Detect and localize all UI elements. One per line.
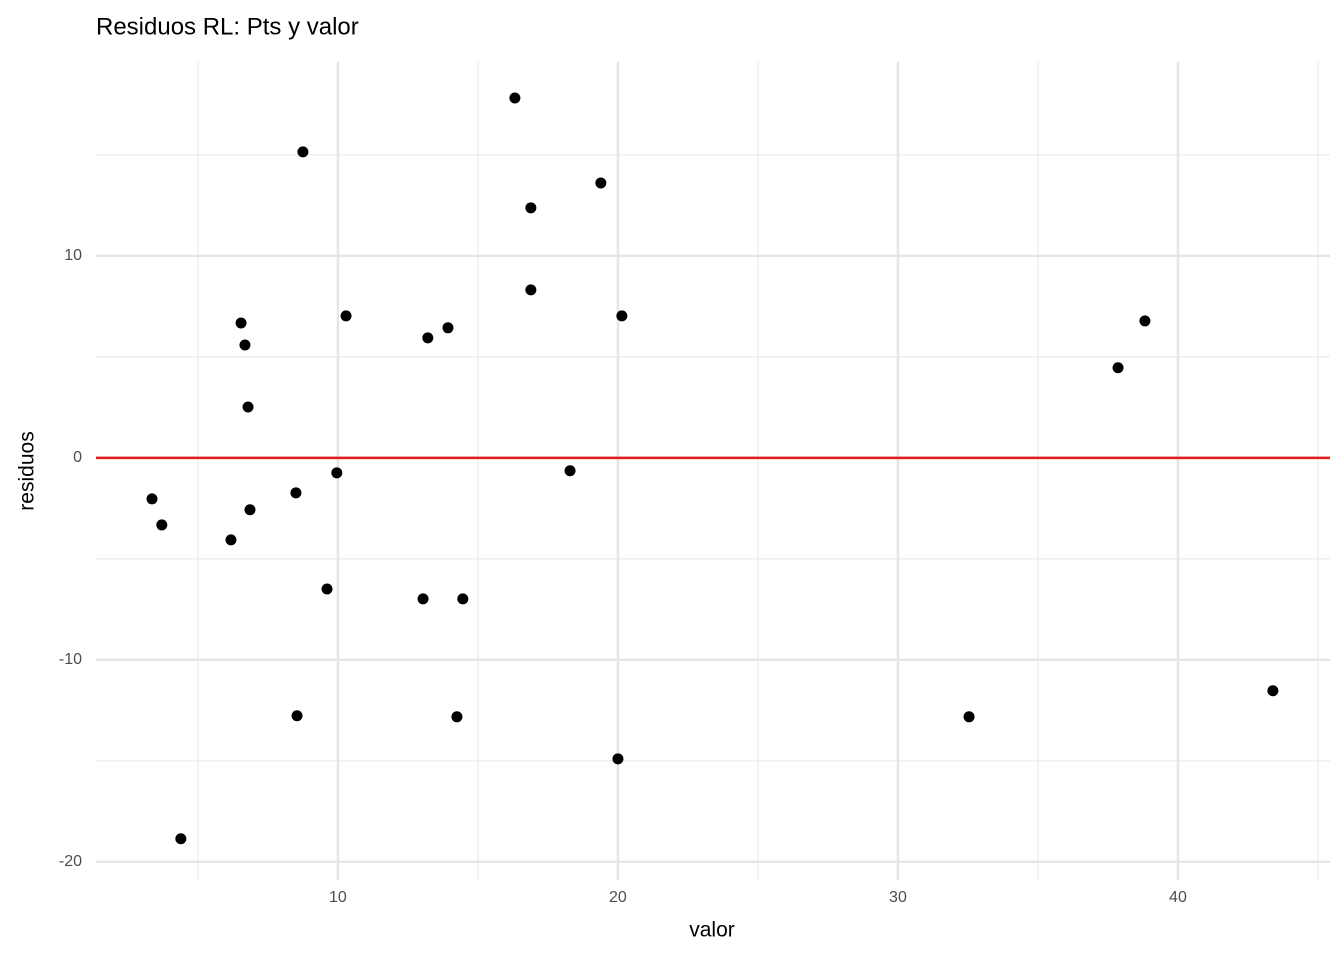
point bbox=[156, 519, 168, 531]
point bbox=[297, 146, 309, 158]
point bbox=[1112, 362, 1124, 374]
point bbox=[290, 487, 302, 499]
point bbox=[616, 310, 628, 322]
point bbox=[457, 593, 469, 605]
point bbox=[417, 593, 429, 605]
point bbox=[291, 710, 303, 722]
point bbox=[564, 465, 576, 477]
chart-title: Residuos RL: Pts y valor bbox=[96, 13, 359, 40]
point bbox=[612, 753, 624, 765]
point bbox=[963, 711, 975, 723]
point bbox=[451, 711, 463, 723]
point bbox=[509, 92, 521, 104]
x-tick-label: 10 bbox=[329, 889, 347, 906]
point bbox=[422, 332, 434, 344]
point bbox=[146, 493, 158, 505]
point bbox=[244, 504, 256, 516]
point bbox=[525, 284, 537, 296]
y-tick-label: 10 bbox=[64, 247, 82, 264]
y-tick-label: -10 bbox=[59, 651, 82, 668]
x-tick-label: 40 bbox=[1169, 889, 1187, 906]
point bbox=[525, 202, 537, 214]
y-tick-label: 0 bbox=[73, 449, 82, 466]
point bbox=[331, 467, 343, 479]
point bbox=[321, 583, 333, 595]
point bbox=[340, 310, 352, 322]
point bbox=[239, 339, 251, 351]
y-axis-label: residuos bbox=[16, 431, 39, 510]
point bbox=[242, 401, 254, 413]
y-tick-label: -20 bbox=[59, 853, 82, 870]
x-axis-label: valor bbox=[689, 919, 735, 942]
point bbox=[442, 322, 454, 334]
point bbox=[225, 534, 237, 546]
x-tick-label: 30 bbox=[889, 889, 907, 906]
point bbox=[595, 177, 607, 189]
point bbox=[235, 317, 247, 329]
x-tick-label: 20 bbox=[609, 889, 627, 906]
point bbox=[175, 833, 187, 845]
point bbox=[1267, 685, 1279, 697]
point bbox=[1139, 315, 1151, 327]
